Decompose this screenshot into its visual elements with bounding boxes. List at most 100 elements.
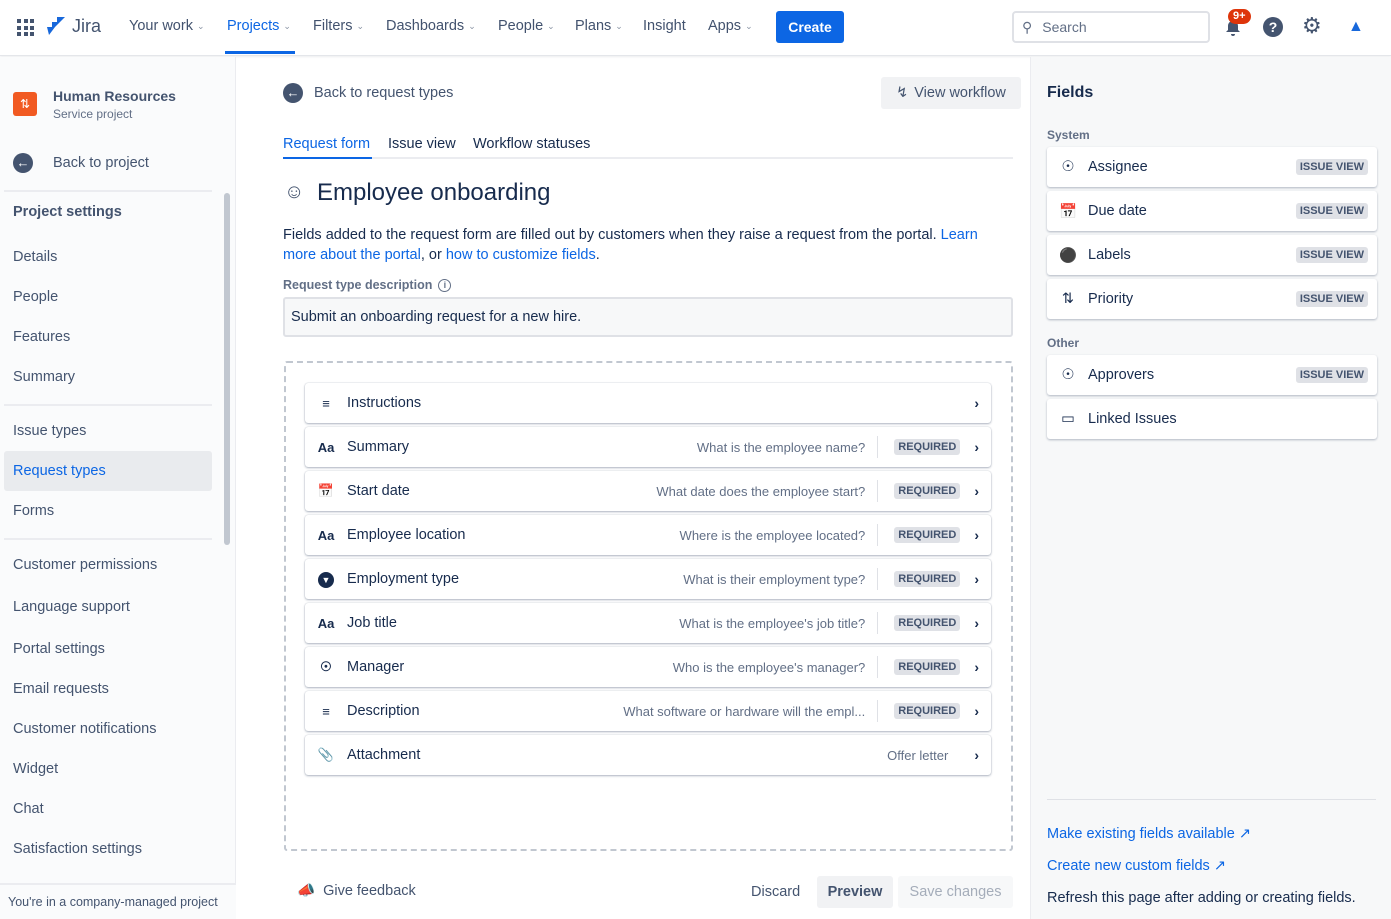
sidebar-item-customer-permissions[interactable]: Customer permissions: [4, 545, 212, 585]
field-card[interactable]: ☉ Assignee ISSUE VIEW: [1047, 147, 1377, 187]
sidebar-item-forms[interactable]: Forms: [4, 491, 212, 531]
link-icon: ▭: [1061, 411, 1075, 427]
form-field-row[interactable]: Aa Job title What is the employee's job ti…: [305, 603, 991, 643]
sidebar-item-features[interactable]: Features: [4, 317, 212, 357]
sidebar-item-satisfaction-settings[interactable]: Satisfaction settings: [4, 829, 212, 869]
form-field-row[interactable]: 📎 Attachment Offer letter ›: [305, 735, 991, 775]
top-navigation: Jira Your work ⌄ Projects ⌄ Filters ⌄ Dashboar…: [0, 0, 1391, 56]
sidebar-item-chat[interactable]: Chat: [4, 789, 212, 829]
save-changes-button[interactable]: Save changes: [898, 876, 1013, 908]
preview-button[interactable]: Preview: [817, 876, 893, 908]
create-custom-fields-link[interactable]: Create new custom fields ↗: [1047, 858, 1226, 874]
system-heading: System: [1047, 128, 1090, 142]
chevron-right-icon: ›: [974, 615, 979, 631]
nav-dashboards[interactable]: Dashboards ⌄: [386, 18, 476, 34]
settings-gear-icon[interactable]: ⚙: [1302, 13, 1322, 38]
tab-workflow-statuses[interactable]: Workflow statuses: [473, 136, 591, 152]
field-card[interactable]: ☉ Approvers ISSUE VIEW: [1047, 355, 1377, 395]
make-existing-fields-link[interactable]: Make existing fields available ↗: [1047, 826, 1251, 842]
chevron-down-icon: ⌄: [745, 20, 753, 31]
user-icon: ☉: [1061, 159, 1075, 175]
field-label: Instructions: [347, 395, 422, 411]
sidebar-item-label: Satisfaction settings: [13, 841, 142, 857]
create-button[interactable]: Create: [776, 11, 844, 43]
desc-text: .: [595, 247, 600, 263]
sidebar-item-request-types[interactable]: Request types: [4, 451, 212, 491]
sidebar-item-customer-notifications[interactable]: Customer notifications: [4, 709, 212, 749]
info-icon[interactable]: i: [438, 278, 452, 292]
nav-projects[interactable]: Projects ⌄: [227, 18, 291, 34]
sidebar-item-people[interactable]: People: [4, 277, 212, 317]
app-switcher-icon[interactable]: [17, 19, 34, 36]
text-icon: Aa: [317, 439, 335, 455]
field-name: Labels: [1088, 247, 1131, 263]
learn-more-link[interactable]: Learn more about the portal: [283, 227, 978, 263]
field-name: Linked Issues: [1088, 411, 1177, 427]
give-feedback-button[interactable]: 📣 Give feedback: [297, 882, 416, 900]
chevron-down-icon: ⌄: [615, 20, 623, 31]
sidebar-item-details[interactable]: Details: [4, 237, 212, 277]
form-field-row[interactable]: ☉ Manager Who is the employee's manager? RE…: [305, 647, 991, 687]
sidebar-item-label: Issue types: [13, 423, 87, 439]
nav-people[interactable]: People ⌄: [498, 18, 555, 34]
atlassian-icon[interactable]: ▲: [1348, 18, 1364, 35]
desc-text: , or: [420, 247, 446, 263]
view-workflow-button[interactable]: ↯ View workflow: [881, 77, 1021, 109]
form-field-row[interactable]: Aa Summary What is the employee name? REQUI…: [305, 427, 991, 467]
issue-view-badge: ISSUE VIEW: [1295, 367, 1368, 383]
field-card[interactable]: ▭ Linked Issues: [1047, 399, 1377, 439]
nav-insight[interactable]: Insight: [643, 18, 686, 34]
sidebar-scrollbar[interactable]: [224, 193, 230, 545]
form-field-row[interactable]: ≡ Description What software or hardware wi…: [305, 691, 991, 731]
nav-label: Dashboards: [386, 18, 465, 34]
field-name: Assignee: [1088, 159, 1148, 175]
field-label: Description: [347, 703, 420, 719]
required-badge: REQUIRED: [894, 659, 961, 675]
help-icon[interactable]: ?: [1263, 17, 1283, 37]
back-to-request-types-link[interactable]: ← Back to request types: [283, 83, 453, 103]
app-name: Jira: [72, 15, 102, 36]
nav-filters[interactable]: Filters ⌄: [313, 18, 364, 34]
sidebar-item-summary[interactable]: Summary: [4, 357, 212, 397]
back-label: Back to request types: [314, 85, 454, 101]
form-field-row[interactable]: ≡ Instructions ›: [305, 383, 991, 423]
search-input[interactable]: ⚲ Search: [1012, 11, 1210, 43]
customize-fields-link[interactable]: how to customize fields: [445, 247, 596, 263]
tab-issue-view[interactable]: Issue view: [388, 136, 456, 152]
nav-plans[interactable]: Plans ⌄: [575, 18, 623, 34]
discard-button[interactable]: Discard: [751, 884, 801, 900]
request-type-description-input[interactable]: Submit an onboarding request for a new h…: [283, 297, 1013, 337]
chevron-down-icon: ⌄: [196, 20, 205, 31]
sidebar-footer: You're in a company-managed project: [8, 895, 218, 909]
form-field-row[interactable]: Aa Employee location Where is the employee…: [305, 515, 991, 555]
jira-logo-icon: [47, 17, 65, 35]
field-hint: Offer letter: [887, 747, 949, 763]
form-drop-zone: [284, 361, 1013, 851]
sidebar-item-portal-settings[interactable]: Portal settings: [4, 629, 212, 669]
issue-view-badge: ISSUE VIEW: [1295, 203, 1368, 219]
fields-panel: Fields System Other ☉ Assignee ISSUE VIEW 📅…: [1030, 57, 1391, 919]
form-field-row[interactable]: ▼ Employment type What is their employment…: [305, 559, 991, 599]
sidebar-item-widget[interactable]: Widget: [4, 749, 212, 789]
sidebar-item-language-support[interactable]: Language support: [4, 587, 212, 627]
back-to-project-link[interactable]: ← Back to project: [4, 143, 212, 183]
chevron-right-icon: ›: [974, 395, 979, 411]
field-card[interactable]: ⚫ Labels ISSUE VIEW: [1047, 235, 1377, 275]
field-card[interactable]: ⇅ Priority ISSUE VIEW: [1047, 279, 1377, 319]
notifications-bell-icon[interactable]: [1224, 19, 1242, 37]
nav-apps[interactable]: Apps ⌄: [708, 18, 753, 34]
sidebar-item-email-requests[interactable]: Email requests: [4, 669, 212, 709]
nav-label: Your work: [129, 18, 193, 34]
chevron-right-icon: ›: [974, 659, 979, 675]
calendar-icon: 📅: [1059, 203, 1078, 220]
field-label: Manager: [347, 659, 405, 675]
tab-request-form[interactable]: Request form: [283, 136, 371, 152]
sidebar-item-issue-types[interactable]: Issue types: [4, 411, 212, 451]
sidebar-item-label: Chat: [13, 801, 44, 817]
lines-icon: ≡: [322, 395, 330, 411]
field-card[interactable]: 📅 Due date ISSUE VIEW: [1047, 191, 1377, 231]
nav-your-work[interactable]: Your work ⌄: [129, 18, 205, 34]
arrow-left-icon: ←: [13, 153, 33, 173]
jira-logo[interactable]: Jira: [47, 15, 101, 37]
form-field-row[interactable]: 📅 Start date What date does the employee s…: [305, 471, 991, 511]
